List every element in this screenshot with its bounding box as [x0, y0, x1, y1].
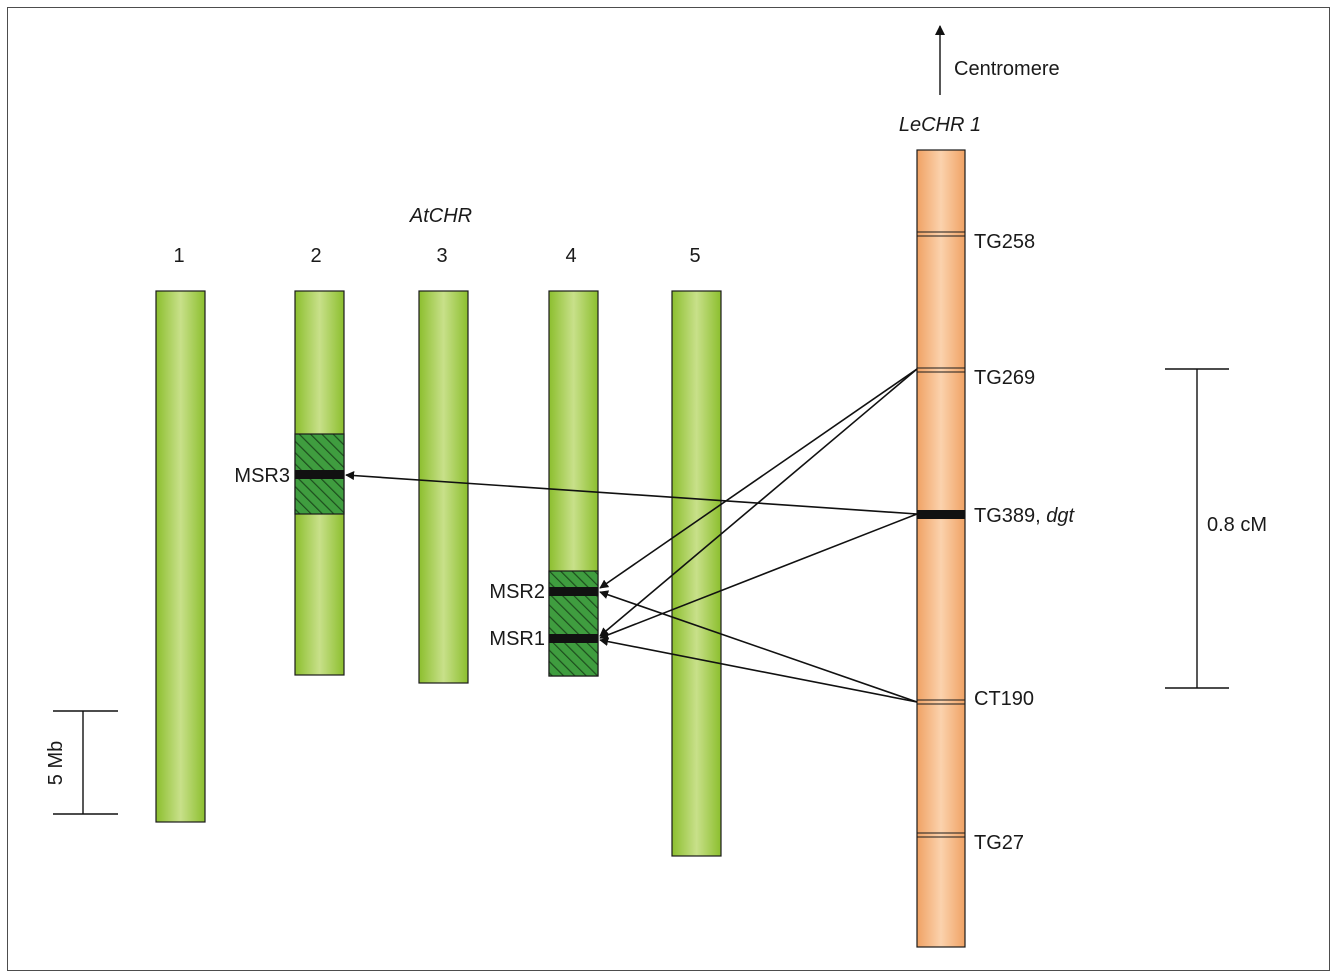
msr3-label: MSR3 — [234, 465, 290, 487]
marker-label: TG389, dgt — [974, 505, 1076, 527]
msr1-band — [549, 634, 598, 643]
msr2-band — [549, 587, 598, 596]
figure-frame — [7, 7, 1330, 971]
msr2-label: MSR2 — [489, 581, 545, 603]
arrow-tg389-msr3 — [345, 471, 918, 515]
arrow-ct190-msr1 — [599, 637, 918, 703]
msr3-band — [295, 470, 344, 479]
at-chromosome-3 — [418, 290, 469, 684]
at-chr-4-label: 4 — [565, 245, 576, 267]
scale-bar-0-8cm: 0.8 cM — [1165, 368, 1267, 689]
at-group-label: AtCHR — [409, 205, 472, 227]
dgt-gene-label: dgt — [1046, 505, 1075, 527]
at-chr-3-label: 3 — [436, 245, 447, 267]
marker-tg27: TG27 — [917, 832, 1024, 854]
marker-label: CT190 — [974, 688, 1034, 710]
at-chr-1-label: 1 — [173, 245, 184, 267]
arrow-tg269-msr1 — [599, 368, 918, 637]
arrow-tg389-msr1 — [599, 513, 918, 640]
synteny-arrows — [345, 368, 918, 703]
marker-tg269: TG269 — [917, 367, 1035, 389]
msr1-label: MSR1 — [489, 628, 545, 650]
msr-cluster-region — [548, 570, 599, 677]
at-chr-5-label: 5 — [689, 245, 700, 267]
le-chromosome-1 — [916, 149, 966, 948]
marker-label: TG258 — [974, 231, 1035, 253]
le-chromosome-label: LeCHR 1 — [899, 114, 981, 136]
centromere-label: Centromere — [954, 58, 1060, 80]
marker-ct190: CT190 — [917, 688, 1034, 710]
marker-tg258: TG258 — [917, 231, 1035, 253]
at-chromosome-5 — [671, 290, 722, 857]
at-chromosome-1 — [155, 290, 206, 823]
scale-bar-5mb: 5 Mb — [45, 710, 118, 815]
arrow-tg269-msr2 — [599, 368, 918, 589]
arrow-ct190-msr2 — [599, 590, 918, 703]
marker-label: TG269 — [974, 367, 1035, 389]
at-chr-2-label: 2 — [310, 245, 321, 267]
marker-tg389-dgt: TG389, dgt — [917, 505, 1076, 527]
scale-0-8cm-label: 0.8 cM — [1207, 514, 1267, 536]
scale-5mb-label: 5 Mb — [45, 741, 67, 785]
marker-label: TG27 — [974, 832, 1024, 854]
